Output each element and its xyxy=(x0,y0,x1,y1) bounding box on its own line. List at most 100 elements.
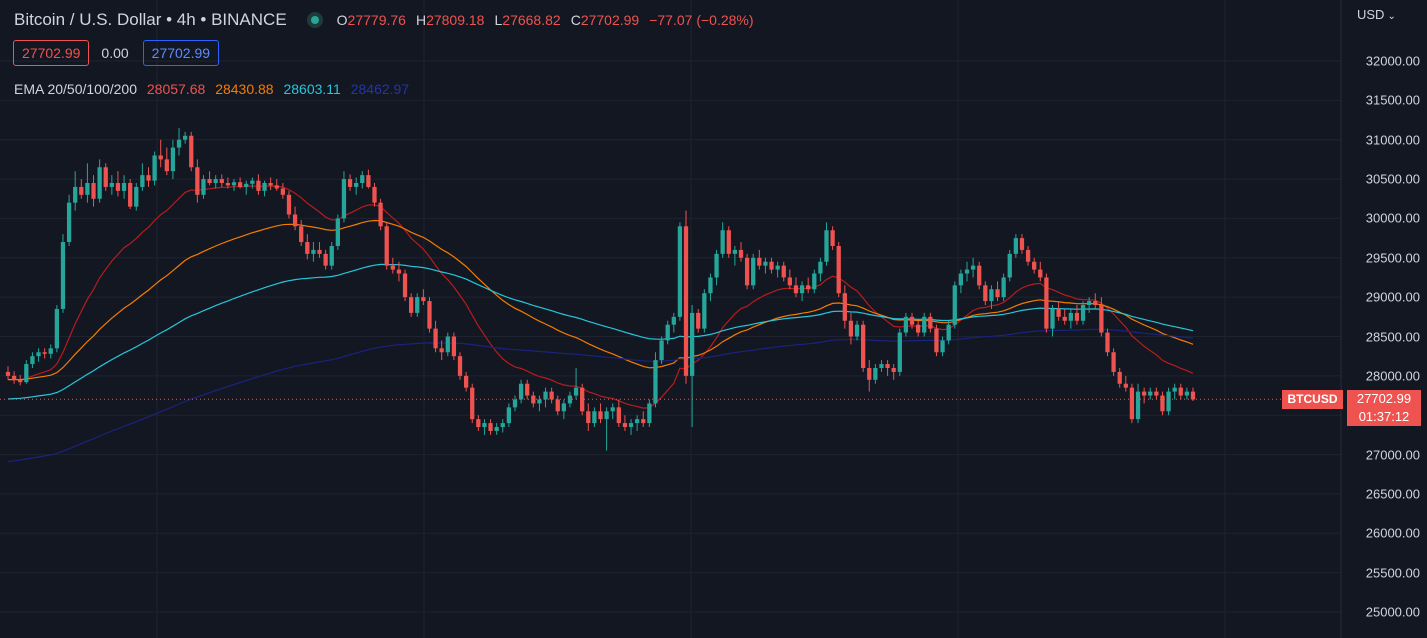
candle xyxy=(1093,293,1098,309)
candle xyxy=(543,387,548,408)
high-label: H xyxy=(415,12,427,28)
candle xyxy=(292,206,298,231)
candlesticks xyxy=(5,127,1196,451)
candle xyxy=(237,177,243,189)
candle xyxy=(708,273,713,302)
candle xyxy=(1099,297,1104,337)
candle xyxy=(922,312,927,337)
candle xyxy=(714,249,719,286)
candle xyxy=(390,257,395,274)
spread-value: 0.00 xyxy=(101,45,129,61)
candle xyxy=(586,403,591,431)
candle xyxy=(170,139,176,180)
trade-panel: 27702.99 0.00 27702.99 xyxy=(13,40,220,66)
candle xyxy=(24,360,29,384)
candle xyxy=(176,127,182,156)
symbol-title[interactable]: Bitcoin / U.S. Dollar • 4h • BINANCE xyxy=(14,10,287,29)
price-tick-label: 25500.00 xyxy=(1365,565,1420,581)
candle xyxy=(818,257,823,282)
candle xyxy=(970,257,976,278)
ema-legend[interactable]: EMA 20/50/100/200 28057.68 28430.88 2860… xyxy=(14,81,415,97)
candle xyxy=(274,179,279,191)
candle xyxy=(79,179,84,199)
candle xyxy=(152,151,157,186)
candle xyxy=(1160,391,1165,416)
candle xyxy=(671,312,676,333)
candle xyxy=(60,234,66,313)
candle xyxy=(36,348,41,362)
candle xyxy=(476,415,481,431)
close-value: 27702.99 xyxy=(580,12,640,28)
candle xyxy=(378,198,383,231)
candle xyxy=(555,395,560,416)
candle xyxy=(384,222,389,270)
candle xyxy=(909,312,915,329)
candle xyxy=(1062,308,1067,325)
candle xyxy=(134,183,139,211)
candle xyxy=(268,177,273,191)
candle xyxy=(354,177,359,195)
candle xyxy=(738,242,744,262)
candle xyxy=(470,383,475,424)
candle xyxy=(787,269,792,290)
price-tick-label: 25000.00 xyxy=(1365,604,1420,620)
candle xyxy=(421,289,426,306)
price-tick-label: 28500.00 xyxy=(1365,329,1420,344)
candle xyxy=(103,163,108,191)
sell-button[interactable]: 27702.99 xyxy=(13,40,90,66)
candle xyxy=(451,332,457,361)
candle xyxy=(195,159,200,203)
candle xyxy=(219,174,224,187)
candle xyxy=(109,175,114,195)
candle xyxy=(549,387,554,404)
candle xyxy=(616,399,621,428)
candle xyxy=(244,180,249,195)
candle xyxy=(225,177,231,189)
symbol-header: Bitcoin / U.S. Dollar • 4h • BINANCE O27… xyxy=(14,9,764,31)
candle xyxy=(567,391,573,408)
candle xyxy=(647,399,652,428)
candle xyxy=(85,163,90,203)
change-value: −77.07 (−0.28%) xyxy=(649,12,754,28)
candle xyxy=(1007,249,1012,282)
candle xyxy=(983,281,988,306)
candle xyxy=(628,419,634,435)
ema20-value: 28057.68 xyxy=(146,81,206,97)
candle xyxy=(683,210,689,384)
candle xyxy=(409,293,414,317)
candle xyxy=(1148,387,1153,400)
candle xyxy=(463,371,469,392)
candle xyxy=(1044,273,1049,333)
candle xyxy=(836,242,841,298)
price-tick-label: 31000.00 xyxy=(1365,132,1420,148)
candle xyxy=(1001,273,1006,302)
market-status-icon[interactable] xyxy=(306,12,323,28)
candle xyxy=(720,222,725,258)
candle xyxy=(659,336,664,365)
candle xyxy=(329,242,334,270)
currency-selector[interactable]: USD ⌄ xyxy=(1357,7,1396,22)
last-price-value: 27702.99 xyxy=(1356,391,1412,406)
price-tick-label: 30000.00 xyxy=(1365,210,1420,226)
price-tick-label: 30500.00 xyxy=(1365,171,1420,187)
candle xyxy=(775,261,780,278)
candle xyxy=(305,234,310,260)
candle xyxy=(402,269,408,302)
candle xyxy=(793,277,799,298)
candle xyxy=(140,163,145,191)
candle xyxy=(806,277,811,294)
candle xyxy=(1135,383,1141,424)
candle xyxy=(115,171,121,197)
candle xyxy=(531,391,536,408)
candle xyxy=(873,364,878,384)
candle xyxy=(323,249,328,270)
candle xyxy=(164,147,169,176)
ema200-value: 28462.97 xyxy=(350,81,410,97)
buy-button[interactable]: 27702.99 xyxy=(142,40,220,66)
candle xyxy=(128,179,133,209)
candle xyxy=(5,366,11,380)
candle xyxy=(696,308,701,333)
candle xyxy=(861,320,866,372)
candle xyxy=(1111,348,1116,376)
